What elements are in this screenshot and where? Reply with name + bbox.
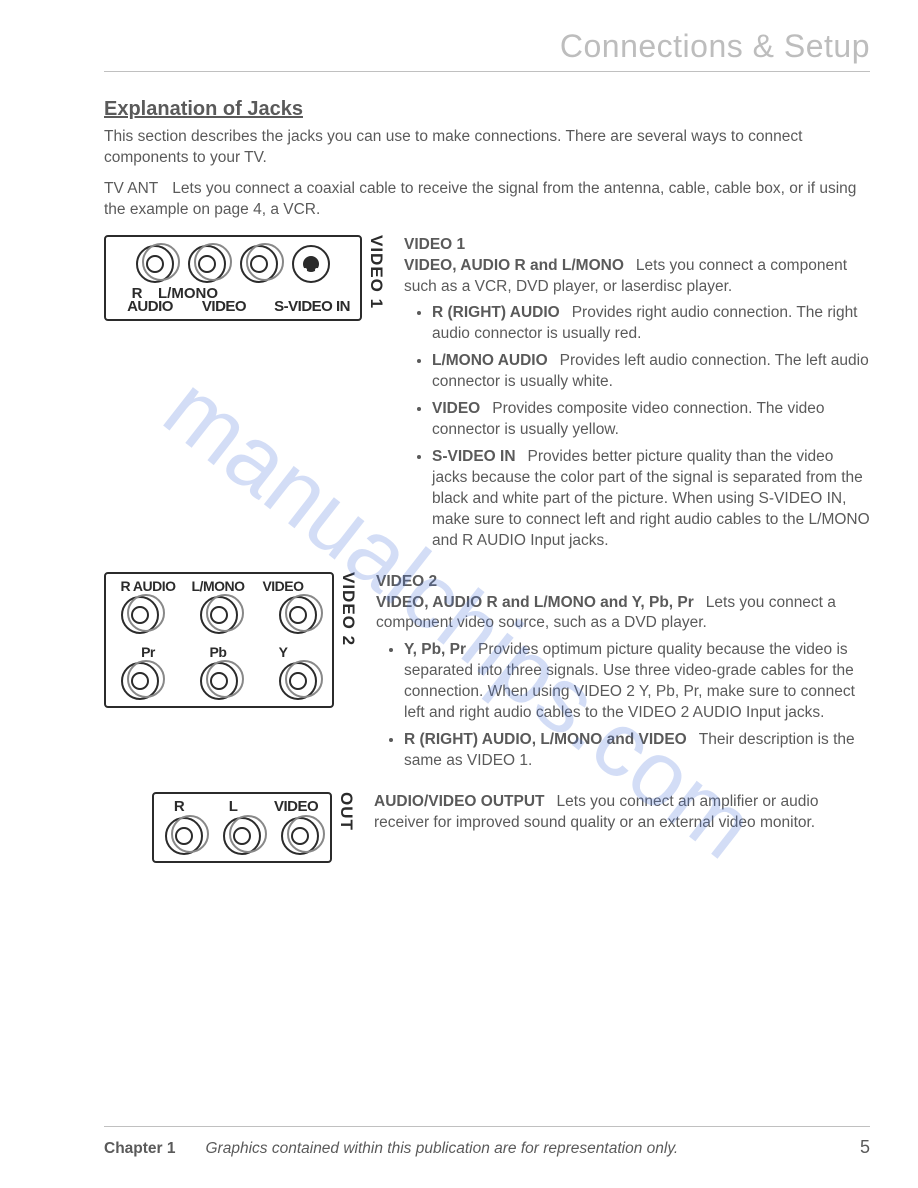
label-y: Y [256,644,310,660]
footer-page: 5 [860,1137,870,1158]
label-video: VIDEO [256,578,310,594]
label-r: R [164,798,194,815]
jack-icon [188,245,226,283]
tvant-label: TV ANT [104,180,158,197]
jack-icon [200,662,238,700]
video2-content: VIDEO 2 VIDEO, AUDIO R and L/MONO and Y,… [376,572,870,782]
video1-heading: VIDEO 1 [404,235,870,256]
video2-bullets: Y, Pb, PrProvides optimum picture qualit… [376,640,870,772]
bullet-bold: Y, Pb, Pr [404,641,466,658]
jack-icon [200,596,238,634]
video1-lead: VIDEO, AUDIO R and L/MONOLets you connec… [404,256,870,298]
bullet-bold: R (RIGHT) AUDIO [432,304,560,321]
jack-icon [121,596,159,634]
label-audio: AUDIO [116,298,184,315]
video2-lead-bold: VIDEO, AUDIO R and L/MONO and Y, Pb, Pr [376,594,694,611]
jack-icon [279,662,317,700]
label-raudio: R AUDIO [116,578,180,594]
panel3-wrap: R L VIDEO OUT [104,792,356,863]
panel-video2: R AUDIO L/MONO VIDEO Pr Pb Y [104,572,334,708]
label-svideo: S-VIDEO IN [264,298,350,315]
video2-row: R AUDIO L/MONO VIDEO Pr Pb Y [104,572,870,782]
video2-lead: VIDEO, AUDIO R and L/MONO and Y, Pb, PrL… [376,593,870,635]
avout-content: AUDIO/VIDEO OUTPUTLets you connect an am… [374,792,870,834]
jack-icon [136,245,174,283]
label-l: L [218,798,248,815]
panel2-wrap: R AUDIO L/MONO VIDEO Pr Pb Y [104,572,358,708]
panel2-vlabel: VIDEO 2 [338,572,358,646]
video1-bullets: R (RIGHT) AUDIOProvides right audio conn… [404,303,870,551]
video1-row: R L/MONO AUDIO VIDEO S-VIDEO IN VIDEO 1 … [104,235,870,562]
page-header: Connections & Setup [104,28,870,72]
tvant-text: Lets you connect a coaxial cable to rece… [104,180,856,218]
footer-note: Graphics contained within this publicati… [206,1140,860,1158]
panel-out: R L VIDEO [152,792,332,863]
jack-icon [281,817,319,855]
video1-lead-bold: VIDEO, AUDIO R and L/MONO [404,257,624,274]
panel1-wrap: R L/MONO AUDIO VIDEO S-VIDEO IN VIDEO 1 [104,235,386,321]
list-item: Y, Pb, PrProvides optimum picture qualit… [404,640,870,724]
list-item: R (RIGHT) AUDIO, L/MONO and VIDEOTheir d… [404,730,870,772]
label-pb: Pb [186,644,250,660]
video1-content: VIDEO 1 VIDEO, AUDIO R and L/MONOLets yo… [404,235,870,562]
label-video: VIDEO [184,298,264,315]
jack-icon [121,662,159,700]
jack-icon [165,817,203,855]
label-pr: Pr [116,644,180,660]
list-item: VIDEOProvides composite video connection… [432,399,870,441]
bullet-bold: R (RIGHT) AUDIO, L/MONO and VIDEO [404,731,687,748]
bullet-text: Provides optimum picture quality because… [404,641,855,721]
intro-text: This section describes the jacks you can… [104,127,870,169]
jack-icon [223,817,261,855]
jack-icon [279,596,317,634]
bullet-bold: L/MONO AUDIO [432,352,548,369]
label-lmono: L/MONO [186,578,250,594]
svideo-icon [292,245,330,283]
panel1-vlabel: VIDEO 1 [366,235,386,309]
section-title: Explanation of Jacks [104,98,870,121]
label-video: VIDEO [272,798,320,815]
bullet-text: Provides composite video connection. The… [432,400,825,438]
list-item: S-VIDEO INProvides better picture qualit… [432,447,870,552]
out-row: R L VIDEO OUT AUDIO/VIDEO OUTPUTLets you… [104,792,870,863]
bullet-bold: VIDEO [432,400,480,417]
avout-bold: AUDIO/VIDEO OUTPUT [374,793,545,810]
list-item: L/MONO AUDIOProvides left audio connecti… [432,351,870,393]
tvant-paragraph: TV ANTLets you connect a coaxial cable t… [104,179,870,221]
panel3-vlabel: OUT [336,792,356,831]
footer: Chapter 1 Graphics contained within this… [104,1126,870,1158]
video2-heading: VIDEO 2 [376,572,870,593]
footer-chapter: Chapter 1 [104,1140,176,1158]
page: Connections & Setup Explanation of Jacks… [0,0,918,1188]
jack-icon [240,245,278,283]
panel-video1: R L/MONO AUDIO VIDEO S-VIDEO IN [104,235,362,321]
list-item: R (RIGHT) AUDIOProvides right audio conn… [432,303,870,345]
bullet-bold: S-VIDEO IN [432,448,516,465]
